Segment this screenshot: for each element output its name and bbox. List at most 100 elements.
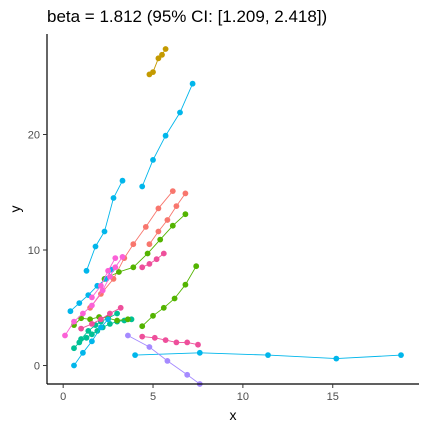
data-point xyxy=(171,295,178,302)
data-point xyxy=(146,261,153,267)
data-point xyxy=(80,349,86,356)
data-point xyxy=(182,211,189,218)
data-point xyxy=(139,333,146,340)
data-point xyxy=(89,294,95,301)
series-line xyxy=(142,253,165,268)
y-axis: 0 10 20 xyxy=(28,34,48,384)
data-point xyxy=(182,190,189,197)
x-tick-label: 10 xyxy=(237,391,249,403)
data-point xyxy=(157,236,164,243)
data-point xyxy=(195,341,201,348)
data-point xyxy=(184,371,191,378)
data-point xyxy=(98,316,104,323)
data-point xyxy=(265,352,271,358)
series-group xyxy=(62,254,126,339)
x-axis: 0 5 10 15 xyxy=(47,383,419,403)
data-point xyxy=(87,316,93,323)
y-tick-label: 0 xyxy=(34,361,40,373)
series-group xyxy=(101,211,189,282)
data-point xyxy=(89,331,95,338)
data-point xyxy=(142,224,149,230)
data-point xyxy=(169,222,176,229)
data-point xyxy=(150,312,156,319)
data-point xyxy=(155,205,162,212)
data-point xyxy=(146,241,153,248)
data-point xyxy=(162,337,169,343)
y-axis-title: y xyxy=(7,206,23,213)
series-line xyxy=(141,265,197,327)
data-point xyxy=(78,325,84,332)
series-group xyxy=(146,46,169,78)
data-point xyxy=(71,362,77,369)
data-point xyxy=(139,323,146,330)
data-point xyxy=(125,316,131,323)
data-point xyxy=(130,241,137,248)
data-point xyxy=(155,228,162,235)
data-point xyxy=(98,324,104,331)
data-point xyxy=(101,228,108,235)
data-point xyxy=(107,273,113,280)
data-point xyxy=(125,332,131,339)
data-point xyxy=(177,109,183,116)
data-point xyxy=(105,316,111,323)
plot-area xyxy=(62,46,404,387)
data-point xyxy=(83,267,90,274)
data-point xyxy=(119,254,126,260)
data-point xyxy=(116,269,122,275)
data-point xyxy=(78,336,84,342)
data-point xyxy=(85,328,92,334)
y-tick-label: 20 xyxy=(28,129,40,141)
data-point xyxy=(98,282,104,289)
series-line xyxy=(91,257,116,298)
data-point xyxy=(139,264,146,271)
data-point xyxy=(107,310,113,317)
series-group xyxy=(139,263,200,330)
data-point xyxy=(117,304,124,311)
data-point xyxy=(139,183,146,190)
data-point xyxy=(132,352,139,358)
data-point xyxy=(89,302,95,309)
data-point xyxy=(71,318,77,325)
data-point xyxy=(151,334,158,341)
data-point xyxy=(146,344,153,350)
data-point xyxy=(173,339,180,346)
data-point xyxy=(99,287,106,294)
data-point xyxy=(333,355,340,362)
data-point xyxy=(159,51,165,58)
data-point xyxy=(114,317,120,324)
data-point xyxy=(173,203,180,210)
data-point xyxy=(130,264,137,271)
y-tick-label: 10 xyxy=(28,245,40,257)
series-group xyxy=(89,255,119,301)
series-group xyxy=(139,333,201,348)
series-group xyxy=(139,80,196,190)
data-point xyxy=(153,256,160,263)
data-point xyxy=(164,217,171,223)
data-point xyxy=(112,255,119,261)
data-point xyxy=(105,267,111,274)
data-point xyxy=(110,195,117,201)
x-axis-title: x xyxy=(230,407,237,423)
data-point xyxy=(114,310,120,317)
series-group xyxy=(132,349,404,362)
chart-title: beta = 1.812 (95% CI: [1.209, 2.418]) xyxy=(47,7,327,26)
series-group xyxy=(146,190,189,248)
data-point xyxy=(80,310,86,317)
x-tick-label: 0 xyxy=(60,391,66,403)
data-point xyxy=(107,321,113,327)
data-point xyxy=(155,55,162,62)
data-point xyxy=(162,132,169,139)
data-point xyxy=(89,321,95,327)
series-group xyxy=(87,188,176,311)
data-point xyxy=(160,304,167,311)
data-point xyxy=(169,188,176,195)
data-point xyxy=(112,264,119,271)
data-point xyxy=(162,46,169,52)
data-point xyxy=(83,334,90,341)
data-point xyxy=(160,250,167,257)
data-point xyxy=(71,345,77,352)
data-point xyxy=(182,281,189,288)
x-tick-label: 5 xyxy=(150,391,156,403)
data-point xyxy=(196,349,203,356)
